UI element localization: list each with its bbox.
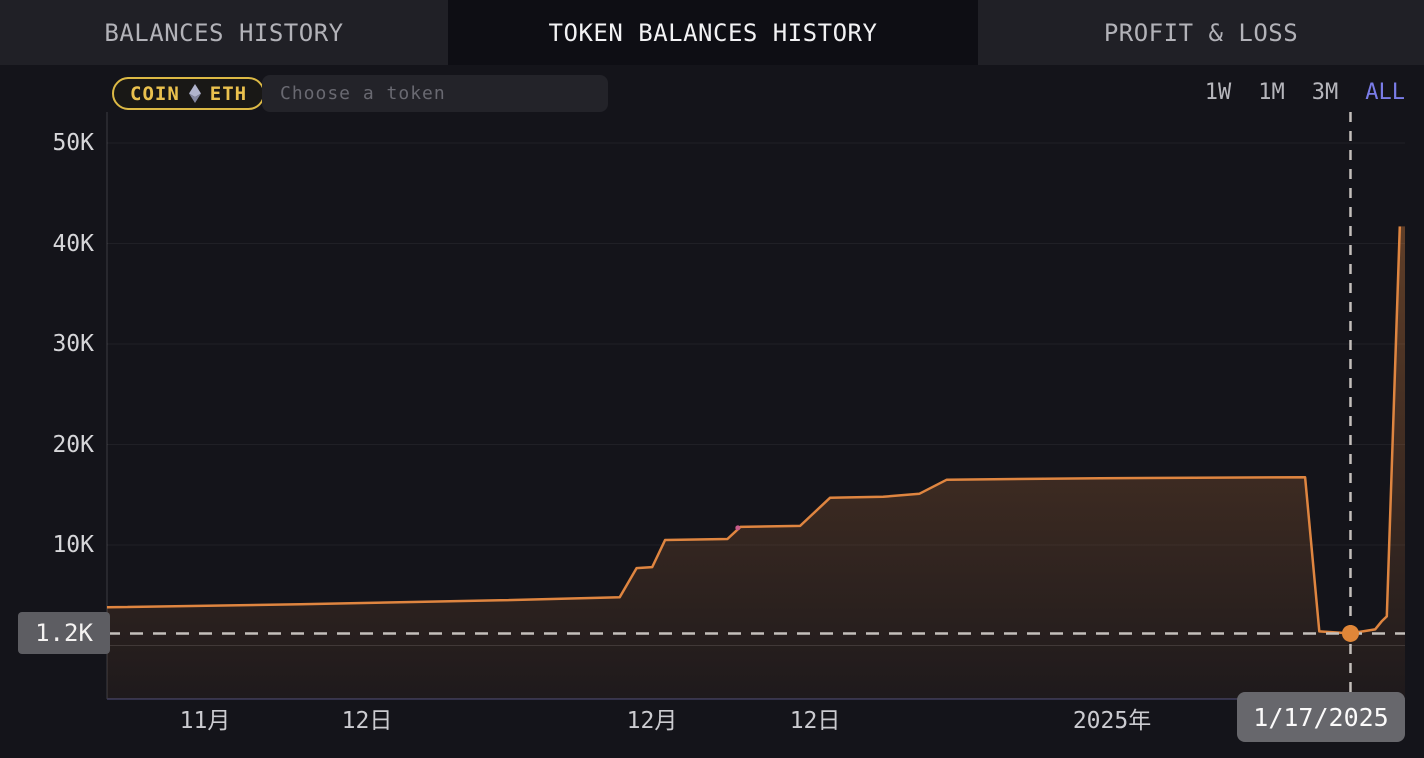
y-tick-40k: 40K xyxy=(52,230,94,257)
highlight-value-badge: 1.2K xyxy=(18,612,110,655)
x-tick-1: 12日 xyxy=(341,708,393,734)
range-3m[interactable]: 3M xyxy=(1311,80,1339,105)
tab-profit-loss[interactable]: PROFIT & LOSS xyxy=(1103,18,1299,47)
x-tick-3: 12日 xyxy=(789,708,841,734)
balance-series xyxy=(106,226,1405,699)
tab-balances-history[interactable]: BALANCES HISTORY xyxy=(104,18,344,47)
tab-token-balances-history[interactable]: TOKEN BALANCES HISTORY xyxy=(448,0,978,65)
tab-bar: BALANCES HISTORY TOKEN BALANCES HISTORY PR… xyxy=(0,0,1424,65)
range-1w[interactable]: 1W xyxy=(1204,80,1232,105)
time-range-selector: 1W 1M 3M ALL xyxy=(1205,80,1405,105)
coin-filter-pill[interactable]: COIN ETH xyxy=(112,77,266,110)
y-tick-20k: 20K xyxy=(52,431,94,458)
eth-diamond-icon xyxy=(188,84,201,103)
y-tick-30k: 30K xyxy=(52,331,94,357)
range-all[interactable]: ALL xyxy=(1365,80,1405,105)
x-tick-4: 2025年 xyxy=(1072,708,1152,734)
coin-pill-token: ETH xyxy=(209,82,248,105)
highlight-date-tooltip: 1/17/2025 xyxy=(1237,692,1405,742)
coin-pill-label: COIN xyxy=(130,82,180,105)
range-1m[interactable]: 1M xyxy=(1258,80,1285,105)
token-search-input[interactable] xyxy=(262,75,608,112)
crosshair xyxy=(107,112,1405,692)
x-tick-2: 12月 xyxy=(626,708,678,734)
y-tick-10k: 10K xyxy=(52,532,94,558)
y-tick-50k: 50K xyxy=(52,130,94,156)
x-tick-0: 11月 xyxy=(179,708,231,734)
